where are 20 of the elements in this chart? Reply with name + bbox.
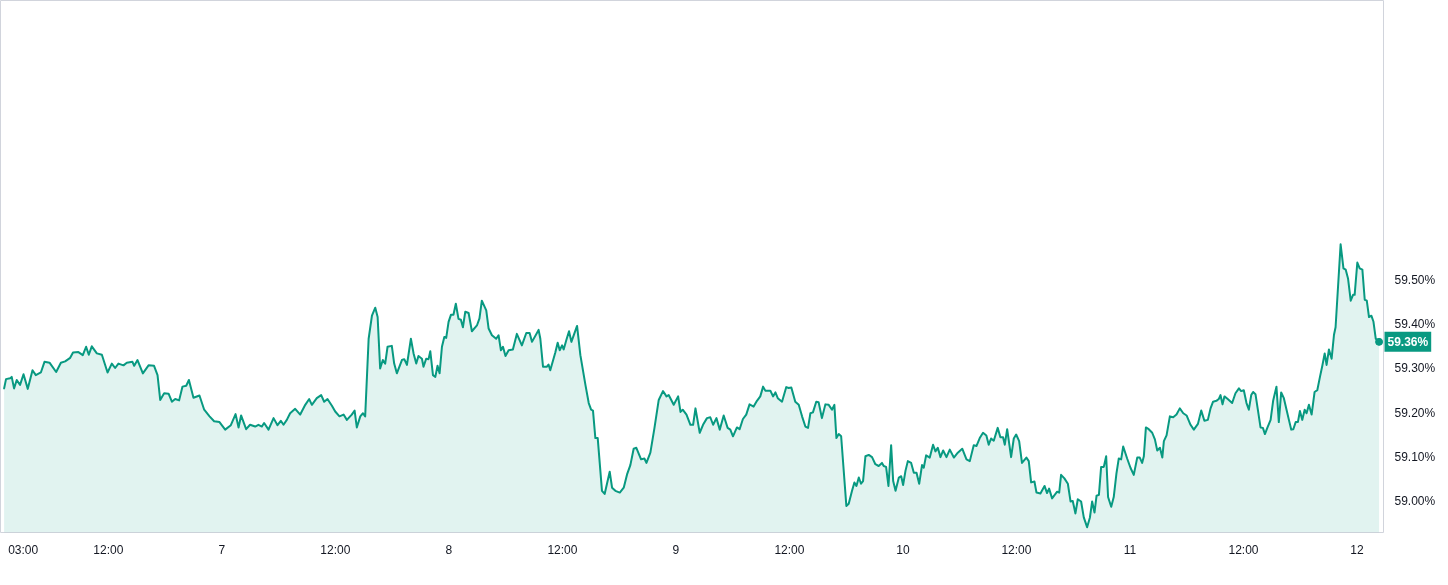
x-tick-label: 03:00 [8, 542, 39, 557]
x-tick-label: 7 [218, 542, 226, 557]
x-tick-label: 10 [896, 542, 910, 557]
x-tick-label: 12:00 [93, 542, 124, 557]
x-tick-label: 12:00 [1001, 542, 1032, 557]
y-tick-label: 59.40% [1394, 317, 1436, 332]
x-tick-label: 11 [1123, 542, 1137, 557]
y-tick-label: 59.20% [1394, 405, 1436, 420]
annotation: 59.36% [1387, 334, 1429, 349]
y-tick-label: 59.00% [1394, 494, 1436, 509]
x-tick-label: 12:00 [547, 542, 578, 557]
y-tick-label: 59.50% [1394, 272, 1436, 287]
x-tick-label: 12 [1350, 542, 1365, 557]
y-tick-label: 59.30% [1394, 361, 1436, 376]
x-tick-label: 9 [672, 542, 680, 557]
x-tick-label: 8 [445, 542, 453, 557]
x-tick-label: 12:00 [1228, 542, 1259, 557]
x-tick-label: 12:00 [320, 542, 351, 557]
y-tick-label: 59.10% [1394, 450, 1436, 465]
x-tick-label: 12:00 [774, 542, 805, 557]
